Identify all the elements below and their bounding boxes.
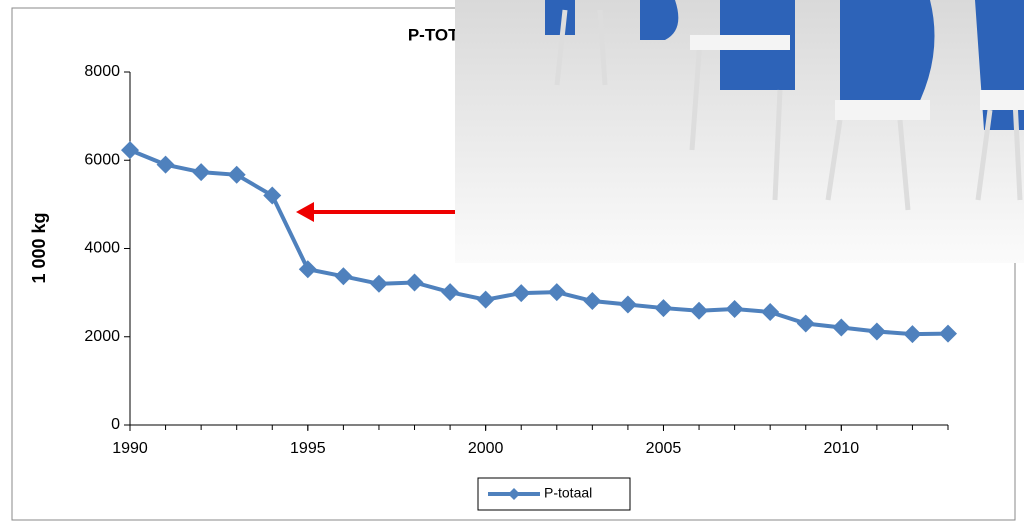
y-tick-label: 6000 bbox=[84, 151, 120, 168]
data-point bbox=[939, 324, 957, 343]
x-tick-label: 2010 bbox=[824, 440, 860, 457]
data-point bbox=[654, 299, 673, 318]
data-point bbox=[512, 284, 531, 303]
x-tick-label: 1995 bbox=[290, 440, 326, 457]
data-point bbox=[832, 318, 851, 337]
data-point bbox=[690, 301, 709, 320]
y-axis-label: 1 000 kg bbox=[29, 212, 49, 283]
data-point bbox=[867, 322, 886, 341]
data-point bbox=[903, 325, 922, 344]
legend-marker bbox=[508, 488, 520, 500]
data-point bbox=[761, 303, 780, 322]
data-point bbox=[298, 260, 317, 279]
data-point bbox=[334, 267, 353, 286]
data-point bbox=[405, 273, 424, 292]
y-tick-label: 2000 bbox=[84, 328, 120, 345]
y-tick-label: 8000 bbox=[84, 63, 120, 80]
annotation-arrowhead bbox=[296, 202, 314, 222]
plot-area: 0 2000 4000 6000 8000 1990 1995 2000 2005 2010 P-t… bbox=[84, 63, 957, 511]
data-point bbox=[476, 290, 495, 309]
y-tick-label: 0 bbox=[111, 416, 120, 433]
data-point bbox=[263, 186, 282, 205]
data-point bbox=[725, 299, 744, 318]
x-tick-label: 2000 bbox=[468, 440, 504, 457]
data-point bbox=[227, 165, 246, 184]
photo-overlay bbox=[455, 0, 1024, 263]
data-point bbox=[547, 283, 566, 302]
data-point bbox=[369, 274, 388, 293]
data-point bbox=[441, 283, 460, 302]
data-point bbox=[583, 292, 602, 311]
data-point bbox=[796, 314, 815, 333]
data-point bbox=[121, 141, 139, 160]
data-point bbox=[192, 163, 211, 182]
x-tick-label: 2005 bbox=[646, 440, 682, 457]
y-tick-label: 4000 bbox=[84, 240, 120, 257]
data-point bbox=[618, 295, 637, 314]
data-point bbox=[156, 155, 175, 174]
legend-label: P-totaal bbox=[544, 485, 592, 501]
x-tick-label: 1990 bbox=[112, 440, 148, 457]
